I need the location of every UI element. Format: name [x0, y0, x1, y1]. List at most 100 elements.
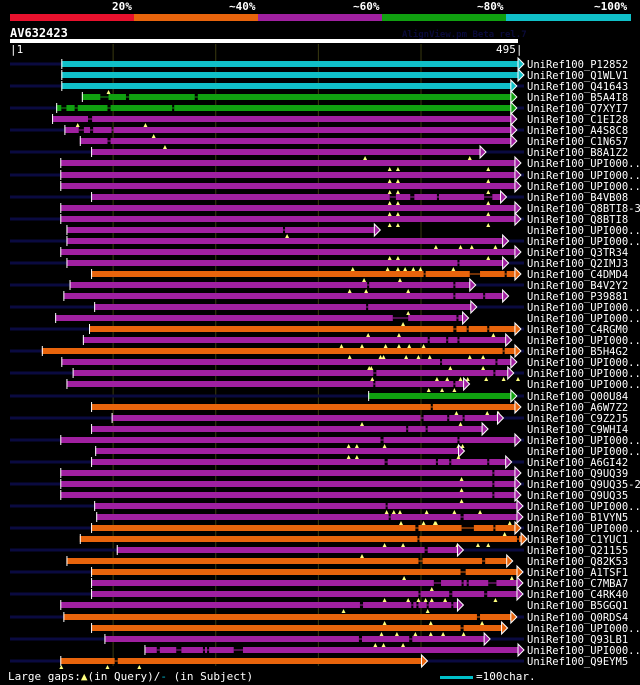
subject-gap-icon: - — [160, 670, 167, 683]
end-arrow-icon — [517, 67, 525, 83]
hit-label[interactable]: UniRef100_B5A4I8 — [527, 92, 628, 104]
hit-label[interactable]: UniRef100_UPI000.. — [527, 357, 640, 369]
hit-label[interactable]: UniRef100_C4DMD4 — [527, 269, 628, 281]
hit-label[interactable]: UniRef100_C1EI28 — [527, 114, 628, 126]
hit-label[interactable]: UniRef100_Q7XYI7 — [527, 103, 628, 115]
hit-label[interactable]: UniRef100_UPI000.. — [527, 158, 640, 170]
hit-label[interactable]: UniRef100_Q3TR34 — [527, 247, 628, 259]
hsp-segment — [437, 459, 450, 465]
query-gap-mark-icon — [467, 355, 472, 359]
query-gap-mark-icon — [364, 289, 369, 293]
query-gap-mark-icon — [382, 444, 387, 448]
hit-label[interactable]: UniRef100_Q41643 — [527, 81, 628, 93]
hit-label[interactable]: UniRef100_UPI000.. — [527, 623, 640, 635]
hit-label[interactable]: UniRef100_Q9UQ35-2 — [527, 479, 640, 491]
footer-gap-legend: Large gaps:▲(in Query)/- (in Subject) — [8, 670, 253, 683]
hsp-segment — [412, 636, 485, 642]
hit-label[interactable]: UniRef100_C1YUC1 — [527, 534, 628, 546]
hit-label[interactable]: UniRef100_UPI000.. — [527, 435, 640, 447]
hit-label[interactable]: UniRef100_C1N657 — [527, 136, 628, 148]
hsp-segment — [432, 404, 515, 410]
query-gap-mark-icon — [425, 609, 430, 613]
hit-label[interactable]: UniRef100_Q0RDS4 — [527, 612, 628, 624]
query-gap-mark-icon — [465, 377, 470, 381]
hit-label[interactable]: UniRef100_C4RGM0 — [527, 324, 628, 336]
query-gap-mark-icon — [395, 223, 400, 227]
hsp-segment — [81, 94, 101, 100]
hit-label[interactable]: UniRef100_B4V2Y2 — [527, 280, 628, 292]
hit-label[interactable]: UniRef100_Q1WLV1 — [527, 70, 628, 82]
query-gap-mark-icon — [397, 510, 402, 514]
hit-label[interactable]: UniRef100_A4S8C8 — [527, 125, 628, 137]
hit-label[interactable]: UniRef100_A1TSF1 — [527, 567, 628, 579]
hit-label[interactable]: UniRef100_C9WHI4 — [527, 424, 628, 436]
hit-label[interactable]: UniRef100_Q00U84 — [527, 391, 628, 403]
hsp-segment — [489, 326, 515, 332]
hit-label[interactable]: UniRef100_UPI000.. — [527, 368, 640, 380]
hsp-segment — [61, 83, 511, 89]
hit-label[interactable]: UniRef100_Q9UQ35 — [527, 490, 628, 502]
hit-label[interactable]: UniRef100_B1VYN5 — [527, 512, 628, 524]
hit-label[interactable]: UniRef100_UPI000.. — [527, 302, 640, 314]
hit-label[interactable]: UniRef100_Q9UQ39 — [527, 468, 628, 480]
query-gap-mark-icon — [381, 355, 386, 359]
legend-label-20: 20% — [112, 0, 132, 13]
query-gap-mark-icon — [448, 366, 453, 370]
hit-label[interactable]: UniRef100_B5H4G2 — [527, 346, 628, 358]
hsp-segment — [425, 271, 470, 277]
hit-label[interactable]: UniRef100_UPI000.. — [527, 170, 640, 182]
hit-label[interactable]: UniRef100_C7MBA7 — [527, 578, 628, 590]
hit-label[interactable]: UniRef100_UPI000.. — [527, 645, 640, 657]
hsp-segment — [414, 194, 437, 200]
hsp-segment — [61, 72, 518, 78]
query-gap-mark-icon — [402, 576, 407, 580]
hit-label[interactable]: UniRef100_UPI000.. — [527, 313, 640, 325]
hsp-segment — [458, 315, 463, 321]
hit-label[interactable]: UniRef100_P12852 — [527, 59, 628, 71]
hit-label[interactable]: UniRef100_UPI000.. — [527, 225, 640, 237]
hit-label[interactable]: UniRef100_C4RK40 — [527, 589, 628, 601]
hsp-segment — [60, 602, 360, 608]
hit-label[interactable]: UniRef100_Q93LB1 — [527, 634, 628, 646]
hit-label[interactable]: UniRef100_UPI000.. — [527, 181, 640, 193]
hit-label[interactable]: UniRef100_Q8BTI8-3 — [527, 203, 640, 215]
hit-label[interactable]: UniRef100_UPI000.. — [527, 379, 640, 391]
end-arrow-icon — [514, 244, 522, 260]
hsp-segment — [448, 337, 458, 343]
hit-label[interactable]: UniRef100_B5GGQ1 — [527, 600, 628, 612]
hit-label[interactable]: UniRef100_A6W7Z2 — [527, 402, 628, 414]
hsp-segment — [420, 591, 450, 597]
hsp-segment — [79, 536, 418, 542]
end-arrow-icon — [421, 653, 429, 669]
hit-label[interactable]: UniRef100_P39881 — [527, 291, 628, 303]
hit-label[interactable]: UniRef100_UPI000.. — [527, 523, 640, 535]
end-arrow-icon — [514, 200, 522, 216]
hit-label[interactable]: UniRef100_Q82K53 — [527, 556, 628, 568]
hsp-segment — [242, 647, 518, 653]
hit-label[interactable]: UniRef100_Q2IMJ3 — [527, 258, 628, 270]
hit-label[interactable]: UniRef100_Q21155 — [527, 545, 628, 557]
query-gap-mark-icon — [403, 267, 408, 271]
end-arrow-icon — [510, 133, 518, 149]
hit-label[interactable]: UniRef100_B4VB08 — [527, 192, 628, 204]
hit-label[interactable]: UniRef100_UPI000.. — [527, 335, 640, 347]
hit-label[interactable]: UniRef100_UPI000.. — [527, 236, 640, 248]
end-arrow-icon — [510, 89, 518, 105]
hsp-segment — [91, 591, 419, 597]
end-arrow-icon — [456, 597, 465, 613]
hit-label[interactable]: UniRef100_UPI000.. — [527, 501, 640, 513]
hsp-segment — [83, 127, 91, 133]
hsp-segment — [395, 194, 411, 200]
hit-label[interactable]: UniRef100_C9Z2J5 — [527, 413, 628, 425]
end-arrow-icon — [516, 509, 524, 525]
query-gap-mark-icon — [421, 344, 426, 348]
hit-label[interactable]: UniRef100_A6GI42 — [527, 457, 628, 469]
end-arrow-icon — [510, 78, 518, 94]
hit-label[interactable]: UniRef100_Q8BTI8 — [527, 214, 628, 226]
hit-label[interactable]: UniRef100_Q9EYM5 — [527, 656, 628, 668]
hit-label[interactable]: UniRef100_B8A1Z2 — [527, 147, 628, 159]
hsp-segment — [41, 348, 503, 354]
query-gap-mark-icon — [379, 632, 384, 636]
hsp-segment — [362, 636, 410, 642]
hit-label[interactable]: UniRef100_UPI000.. — [527, 446, 640, 458]
